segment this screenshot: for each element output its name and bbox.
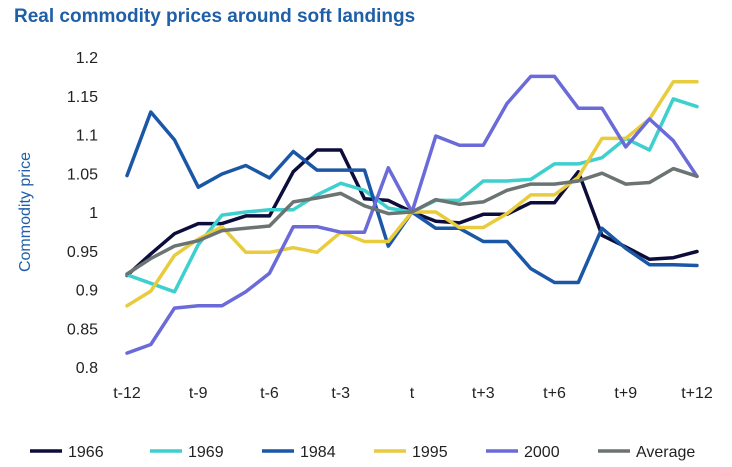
chart-title: Real commodity prices around soft landin… xyxy=(14,6,416,27)
series-line-1969 xyxy=(125,97,699,294)
legend-label-1969: 1969 xyxy=(188,444,224,461)
y-tick-label: 1.15 xyxy=(67,89,98,106)
series-line-1995 xyxy=(125,80,699,308)
x-tick-label: t+9 xyxy=(614,385,637,402)
x-axis: t-12 t-9 t-6 t-3 t t+3 t+6 t+9 t+12 xyxy=(113,385,713,402)
legend-label-2000: 2000 xyxy=(524,444,560,461)
y-tick-label: 1.2 xyxy=(76,50,98,67)
legend-label-1966: 1966 xyxy=(68,444,104,461)
y-axis-title: Commodity price xyxy=(17,152,34,272)
x-tick-label: t xyxy=(410,385,415,402)
y-tick-label: 0.95 xyxy=(67,244,98,261)
y-tick-label: 0.8 xyxy=(76,360,98,377)
y-tick-label: 0.85 xyxy=(67,321,98,338)
x-tick-label: t+6 xyxy=(543,385,566,402)
x-tick-label: t-3 xyxy=(331,385,350,402)
legend: 1966 1969 1984 1995 2000 Average xyxy=(30,444,695,461)
x-tick-label: t+3 xyxy=(472,385,495,402)
x-tick-label: t+12 xyxy=(681,385,713,402)
y-axis: 0.8 0.85 0.9 0.95 1 1.05 1.1 1.15 1.2 xyxy=(67,50,98,377)
legend-label-1984: 1984 xyxy=(300,444,336,461)
legend-label-1995: 1995 xyxy=(412,444,448,461)
x-tick-label: t-12 xyxy=(113,385,141,402)
y-tick-label: 1.1 xyxy=(76,128,98,145)
series-lines xyxy=(125,74,699,355)
x-tick-label: t-6 xyxy=(260,385,279,402)
y-tick-label: 0.9 xyxy=(76,283,98,300)
legend-label-average: Average xyxy=(636,444,695,461)
x-tick-label: t-9 xyxy=(189,385,208,402)
y-tick-label: 1 xyxy=(89,205,98,222)
series-line-average xyxy=(125,166,699,276)
y-tick-label: 1.05 xyxy=(67,166,98,183)
